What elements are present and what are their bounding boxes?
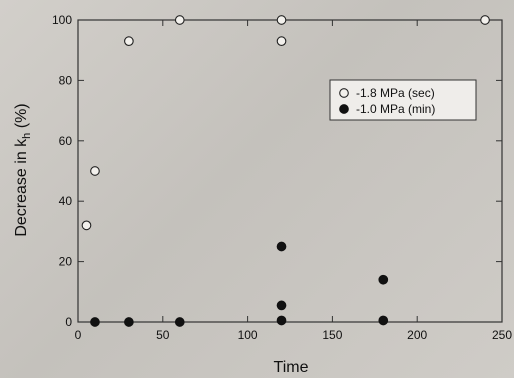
y-tick-label: 40 [59,194,73,208]
data-point-open [124,36,134,46]
legend-box [329,79,477,121]
x-tick-label: 200 [407,328,427,342]
data-point-filled [276,241,287,252]
data-point-open [480,15,490,25]
data-point-filled [174,317,185,327]
y-axis-label-subscript: h [21,133,33,139]
y-tick-label: 0 [65,315,72,329]
data-point-filled [276,315,287,326]
y-axis-label: Decrease in kh (%) [13,103,33,236]
data-point-open [81,220,92,231]
y-axis-label-main: Decrease in k [13,138,30,237]
x-tick-label: 100 [238,328,258,342]
data-point-filled [378,315,389,326]
y-tick-label: 100 [52,13,72,27]
data-point-open [174,15,185,25]
x-tick-label: 150 [322,328,342,342]
data-point-filled [276,300,287,311]
data-point-filled [378,274,389,285]
x-axis-label: Time [274,359,309,376]
data-point-open [276,36,287,46]
data-point-filled [124,317,134,327]
y-tick-label: 80 [59,73,73,87]
data-point-open [276,15,287,25]
x-tick-label: 250 [492,328,512,342]
y-axis-label-unit: (%) [13,103,30,132]
legend-marker-filled [339,104,349,114]
legend-label: -1.0 MPa (min) [356,102,435,116]
y-tick-label: 60 [59,134,73,148]
legend-marker-open [339,88,349,98]
data-point-open [90,166,100,176]
data-point-filled [90,317,100,327]
y-tick-label: 20 [59,255,73,269]
plot-area-frame [77,19,503,323]
legend-label: -1.8 MPa (sec) [356,86,435,100]
x-tick-label: 0 [75,328,82,342]
x-tick-label: 50 [156,328,170,342]
